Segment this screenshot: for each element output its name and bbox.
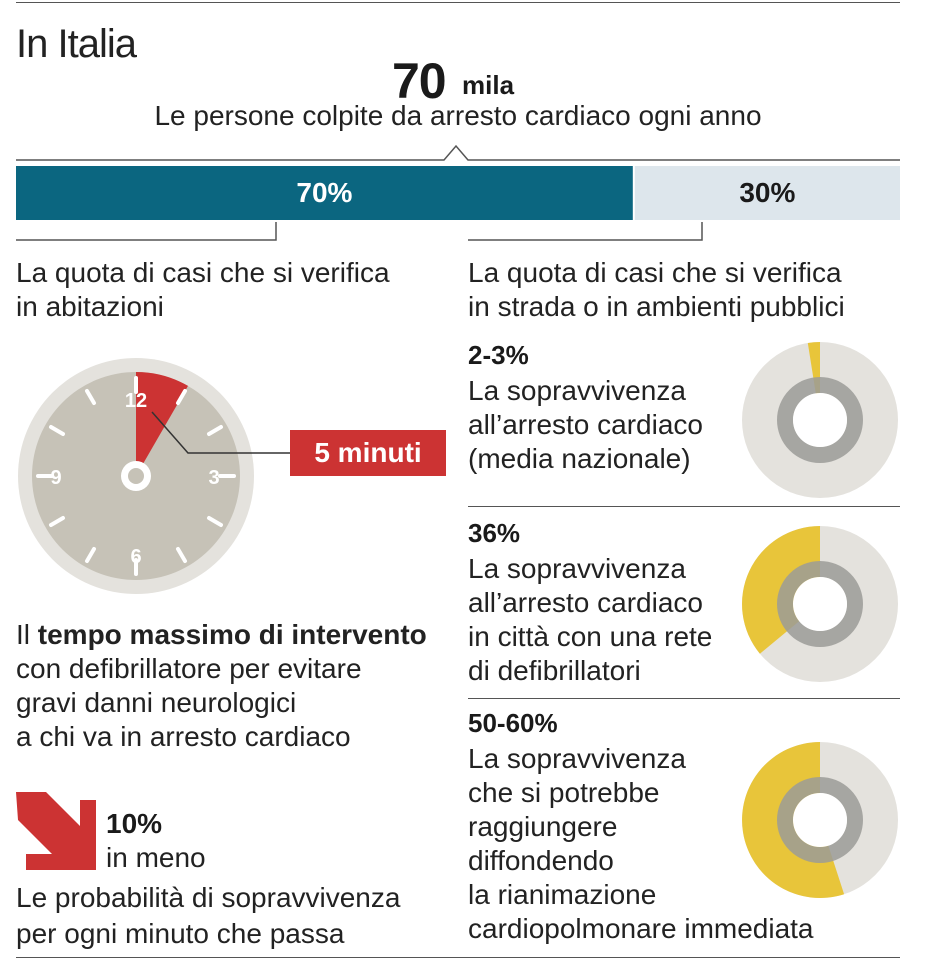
survival-donut-2 bbox=[742, 526, 898, 682]
decline-arrow-icon bbox=[16, 792, 96, 870]
probability-text: Le probabilità di sopravvivenza per ogni… bbox=[16, 880, 400, 952]
bar-segment-home bbox=[16, 166, 633, 220]
intervention-time-text: Il tempo massimo di intervento con defib… bbox=[16, 618, 427, 754]
stacked-bar-chart bbox=[16, 166, 900, 220]
survival-desc-3: La sopravvivenza che si potrebbe raggiun… bbox=[468, 742, 814, 946]
survival-1-line1: La sopravvivenza bbox=[468, 375, 686, 406]
clock-mark-12: 12 bbox=[125, 390, 147, 412]
donut-hole bbox=[793, 577, 847, 631]
survival-desc-1: La sopravvivenza all’arresto cardiaco (m… bbox=[468, 374, 703, 476]
survival-3-line4: diffondendo bbox=[468, 845, 614, 876]
survival-3-line1: La sopravvivenza bbox=[468, 743, 686, 774]
intervention-line2: con defibrillatore per evitare bbox=[16, 653, 362, 684]
bar-label-public: 30% bbox=[739, 177, 796, 208]
survival-2-line4: di defibrillatori bbox=[468, 655, 641, 686]
intervention-bold: tempo massimo di intervento bbox=[37, 619, 427, 650]
bar-segment-public bbox=[634, 166, 900, 220]
survival-3-line6: cardiopolmonare immediata bbox=[468, 913, 814, 944]
public-desc-line1: La quota di casi che si verifica bbox=[468, 257, 842, 288]
survival-1-line3: (media nazionale) bbox=[468, 443, 691, 474]
bar-callouts bbox=[16, 222, 703, 241]
timer-label: 5 minuti bbox=[290, 430, 446, 476]
home-desc-line2: in abitazioni bbox=[16, 291, 164, 322]
clock-icon: 12 3 6 9 bbox=[18, 358, 254, 594]
survival-3-line5: la rianimazione bbox=[468, 879, 657, 910]
survival-2-line2: all’arresto cardiaco bbox=[468, 587, 703, 618]
survival-donut-1 bbox=[742, 342, 898, 498]
clock-mark-3: 3 bbox=[208, 467, 219, 489]
headline-brace bbox=[16, 144, 900, 161]
intervention-line4: a chi va in arresto cardiaco bbox=[16, 721, 351, 752]
top-rule bbox=[16, 2, 900, 3]
donut-ring bbox=[777, 377, 863, 463]
home-desc-line1: La quota di casi che si verifica bbox=[16, 257, 390, 288]
survival-3-line2: che si potrebbe bbox=[468, 777, 660, 808]
survival-donut-3 bbox=[742, 742, 898, 898]
donut-hole bbox=[793, 793, 847, 847]
survival-3-line3: raggiungere bbox=[468, 811, 618, 842]
probability-line2: per ogni minuto che passa bbox=[16, 918, 345, 949]
survival-pct-2: 36% bbox=[468, 518, 521, 548]
donut-hole bbox=[793, 393, 847, 447]
decline-pct: 10% bbox=[106, 808, 163, 839]
survival-pct-3: 50-60% bbox=[468, 708, 558, 738]
probability-line1: Le probabilità di sopravvivenza bbox=[16, 882, 401, 913]
survival-1-line2: all’arresto cardiaco bbox=[468, 409, 703, 440]
timer-leader-line bbox=[151, 411, 292, 454]
survival-pct-1: 2-3% bbox=[468, 340, 529, 370]
clock-mark-6: 6 bbox=[130, 546, 141, 568]
divider-1 bbox=[468, 506, 900, 507]
clock-mark-9: 9 bbox=[50, 467, 61, 489]
bottom-rule bbox=[16, 957, 900, 958]
survival-2-line1: La sopravvivenza bbox=[468, 553, 686, 584]
home-description: La quota di casi che si verifica in abit… bbox=[16, 256, 390, 324]
headline-unit: mila bbox=[462, 70, 515, 100]
donut-ring bbox=[777, 561, 863, 647]
intervention-lead: Il bbox=[16, 619, 38, 650]
decline-desc: in meno bbox=[106, 842, 206, 873]
headline-description: Le persone colpite da arresto cardiaco o… bbox=[154, 100, 762, 131]
donut-ring bbox=[777, 777, 863, 863]
bar-label-home: 70% bbox=[296, 177, 353, 208]
clock-hub-inner bbox=[128, 468, 144, 484]
survival-2-line3: in città con una rete bbox=[468, 621, 713, 652]
divider-2 bbox=[468, 698, 900, 699]
clock-ticks bbox=[36, 376, 236, 576]
survival-desc-2: La sopravvivenza all’arresto cardiaco in… bbox=[468, 552, 712, 688]
section-title: In Italia bbox=[16, 22, 137, 66]
public-desc-line2: in strada o in ambienti pubblici bbox=[468, 291, 845, 322]
intervention-line3: gravi danni neurologici bbox=[16, 687, 297, 718]
public-description: La quota di casi che si verifica in stra… bbox=[468, 256, 845, 324]
headline-value: 70 bbox=[392, 53, 447, 109]
